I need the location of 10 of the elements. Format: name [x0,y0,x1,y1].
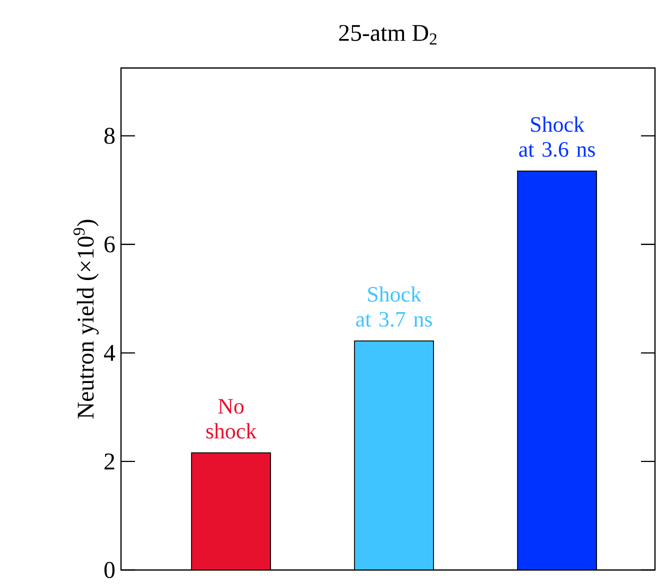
y-tick-label: 6 [104,236,115,252]
y-tick-label: 8 [104,128,115,144]
y-tick-label: 4 [104,345,116,361]
y-tick-label: 0 [104,562,115,578]
chart-title: 25-atm D$_{2}$ [339,24,436,44]
y-axis-title: Neutron yield (×10$^{9}$) [73,220,99,418]
x-tick-label: Shock at 3.7 ns [356,286,432,327]
x-tick-label: Shock at 3.6 ns [519,116,595,157]
y-tick-label: 2 [104,454,114,470]
x-tick-label: No shock [206,399,257,439]
